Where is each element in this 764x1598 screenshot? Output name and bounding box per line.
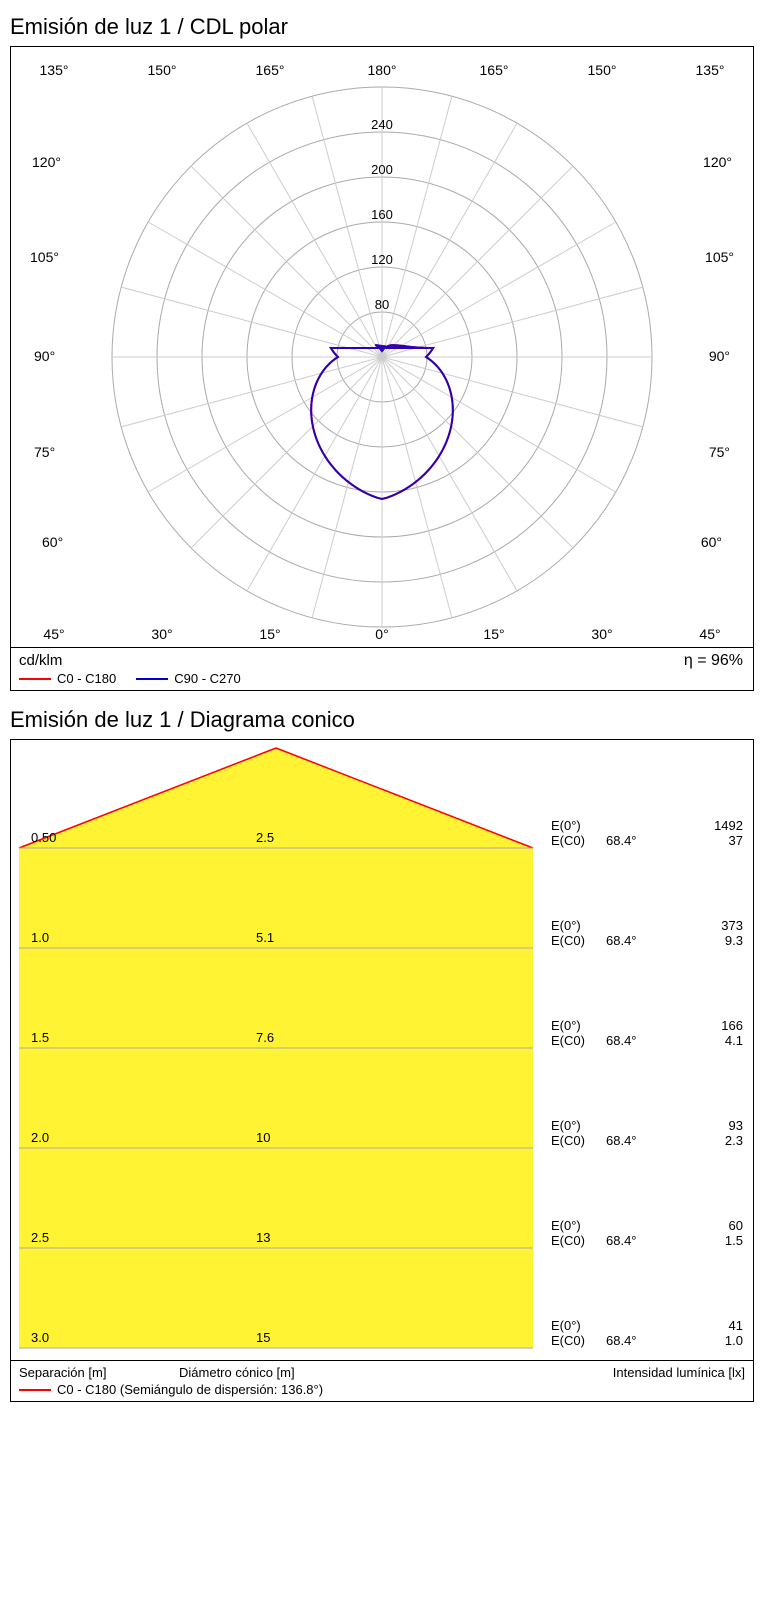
footer-col2: Diámetro cónico [m] [179, 1365, 613, 1380]
svg-text:120: 120 [371, 252, 393, 267]
polar-plot: 80 120 160 200 240 135° 150° 165° 180° 165° 150° 13… [11, 47, 753, 647]
svg-text:135°: 135° [40, 62, 69, 78]
svg-text:90°: 90° [709, 348, 730, 364]
svg-text:150°: 150° [588, 62, 617, 78]
svg-text:165°: 165° [256, 62, 285, 78]
svg-text:200: 200 [371, 162, 393, 177]
svg-text:2.0: 2.0 [31, 1130, 49, 1145]
svg-text:3.0: 3.0 [31, 1330, 49, 1345]
svg-text:10: 10 [256, 1130, 270, 1145]
legend-label-c0: C0 - C180 [57, 671, 116, 686]
eta-label: η = 96% [684, 652, 743, 670]
svg-text:160: 160 [371, 207, 393, 222]
svg-text:15°: 15° [483, 626, 504, 642]
legend-label-c90: C90 - C270 [174, 671, 240, 686]
polar-legend-bar: cd/klm C0 - C180 C90 - C270 η = 96% [11, 647, 753, 690]
svg-text:60°: 60° [701, 534, 722, 550]
svg-text:7.6: 7.6 [256, 1030, 274, 1045]
svg-text:120°: 120° [32, 154, 61, 170]
conic-title: Emisión de luz 1 / Diagrama conico [10, 707, 754, 733]
footer-col1: Separación [m] [19, 1365, 179, 1380]
svg-text:105°: 105° [705, 249, 734, 265]
svg-text:75°: 75° [34, 444, 55, 460]
svg-text:75°: 75° [709, 444, 730, 460]
svg-text:80: 80 [375, 297, 389, 312]
svg-text:2.5: 2.5 [31, 1230, 49, 1245]
conic-value-row: E(0°)166E(C0)68.4°4.1 [551, 1018, 743, 1048]
svg-text:135°: 135° [696, 62, 725, 78]
conic-chart-box: 0.50 2.5 1.0 5.1 1.5 7.6 2.0 10 2.5 13 3.0 15 E(0°)… [10, 739, 754, 1402]
conic-footer: Separación [m] Diámetro cónico [m] Inten… [11, 1360, 753, 1401]
legend-line-red [19, 678, 51, 680]
conic-value-row: E(0°)93E(C0)68.4°2.3 [551, 1118, 743, 1148]
conic-value-row: E(0°)373E(C0)68.4°9.3 [551, 918, 743, 948]
svg-text:105°: 105° [30, 249, 59, 265]
svg-text:5.1: 5.1 [256, 930, 274, 945]
conic-legend-line [19, 1389, 51, 1391]
conic-value-row: E(0°)1492E(C0)68.4°37 [551, 818, 743, 848]
svg-text:30°: 30° [591, 626, 612, 642]
polar-svg: 80 120 160 200 240 135° 150° 165° 180° 165° 150° 13… [11, 47, 753, 647]
svg-text:180°: 180° [368, 62, 397, 78]
svg-text:13: 13 [256, 1230, 270, 1245]
svg-text:15°: 15° [259, 626, 280, 642]
svg-text:1.0: 1.0 [31, 930, 49, 945]
svg-text:30°: 30° [151, 626, 172, 642]
polar-title: Emisión de luz 1 / CDL polar [10, 14, 754, 40]
conic-value-row: E(0°)41E(C0)68.4°1.0 [551, 1318, 743, 1348]
svg-text:45°: 45° [43, 626, 64, 642]
conic-plot-area: 0.50 2.5 1.0 5.1 1.5 7.6 2.0 10 2.5 13 3.0 15 [11, 740, 541, 1360]
conic-value-row: E(0°)60E(C0)68.4°1.5 [551, 1218, 743, 1248]
legend-line-blue [136, 678, 168, 680]
legend-c90: C90 - C270 [136, 671, 240, 686]
svg-text:0°: 0° [375, 626, 388, 642]
svg-text:2.5: 2.5 [256, 830, 274, 845]
svg-text:120°: 120° [703, 154, 732, 170]
svg-text:0.50: 0.50 [31, 830, 56, 845]
svg-text:15: 15 [256, 1330, 270, 1345]
svg-text:90°: 90° [34, 348, 55, 364]
conic-legend-label: C0 - C180 (Semiángulo de dispersión: 136… [57, 1382, 323, 1397]
footer-col3: Intensidad lumínica [lx] [613, 1365, 745, 1380]
svg-text:165°: 165° [480, 62, 509, 78]
svg-text:60°: 60° [42, 534, 63, 550]
conic-values-column: E(0°)1492E(C0)68.4°37 E(0°)373E(C0)68.4°9… [541, 740, 753, 1360]
svg-text:45°: 45° [699, 626, 720, 642]
svg-text:240: 240 [371, 117, 393, 132]
svg-text:150°: 150° [148, 62, 177, 78]
legend-c0: C0 - C180 [19, 671, 116, 686]
conic-svg: 0.50 2.5 1.0 5.1 1.5 7.6 2.0 10 2.5 13 3.0 15 [11, 740, 541, 1360]
polar-chart-box: 80 120 160 200 240 135° 150° 165° 180° 165° 150° 13… [10, 46, 754, 691]
svg-text:1.5: 1.5 [31, 1030, 49, 1045]
cd-unit: cd/klm [19, 652, 261, 669]
